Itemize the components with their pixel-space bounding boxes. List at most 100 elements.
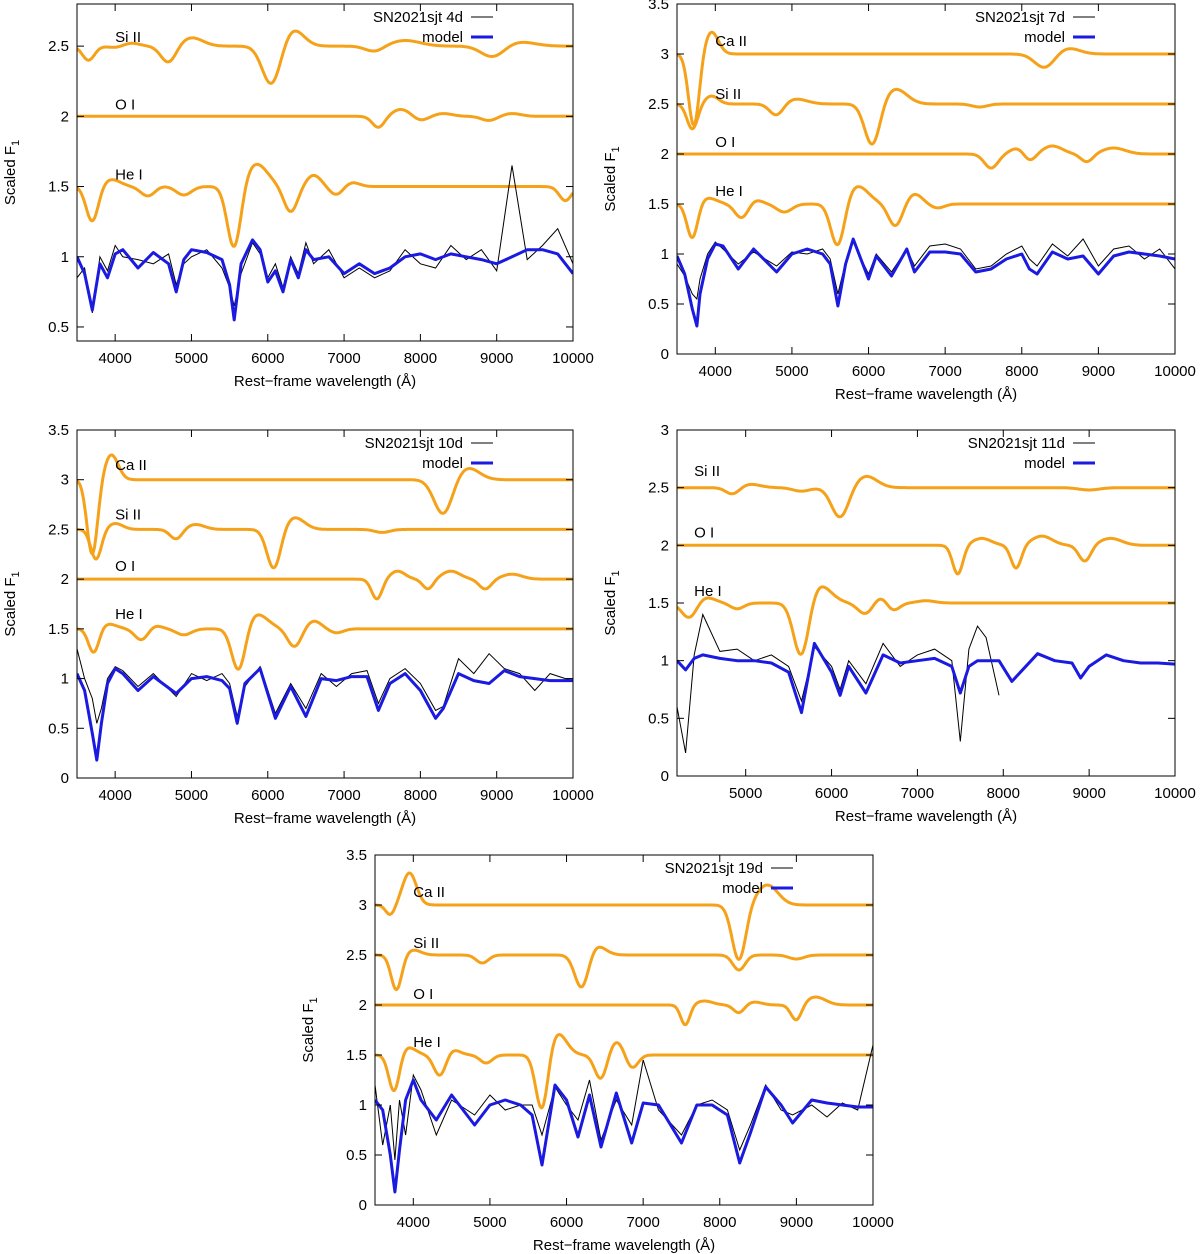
y-axis-label-subscript: 1 [308, 997, 320, 1003]
y-tick-label: 1.5 [648, 196, 669, 213]
observed-spectrum-line [677, 238, 1175, 301]
label-o-i: O I [413, 986, 433, 1003]
label-he-i: He I [115, 606, 143, 623]
component-line-he-i [677, 185, 1175, 247]
legend: SN2021sjt 10d model [365, 435, 493, 472]
plot-area [677, 474, 1175, 753]
y-axis-label: Scaled F1 [300, 997, 320, 1062]
y-axis-label: Scaled F1 [2, 571, 22, 636]
x-tick-label: 5000 [175, 787, 208, 804]
x-tick-label: 8000 [404, 350, 437, 367]
component-line-o-i [77, 569, 573, 601]
y-tick-label: 1.5 [346, 1047, 367, 1064]
x-tick-label: 6000 [815, 785, 848, 802]
x-tick-label: 6000 [550, 1214, 583, 1231]
y-tick-label: 3.5 [648, 0, 669, 13]
x-axis-label: Rest−frame wavelength (Å) [835, 386, 1017, 403]
component-line-ca-ii [677, 30, 1175, 128]
y-axis-label-subscript: 1 [10, 571, 22, 577]
label-si-ii: Si II [715, 86, 741, 103]
x-tick-label: 9000 [480, 787, 513, 804]
label-ca-ii: Ca II [413, 884, 445, 901]
y-tick-label: 1 [61, 671, 69, 688]
y-tick-label: 1 [61, 249, 69, 266]
x-tick-label: 8000 [987, 785, 1020, 802]
label-he-i: He I [715, 183, 743, 200]
y-tick-label: 2.5 [346, 947, 367, 964]
x-axis-label: Rest−frame wavelength (Å) [533, 1237, 715, 1254]
x-tick-label: 4000 [699, 363, 732, 380]
x-tick-label: 10000 [1154, 363, 1196, 380]
x-tick-label: 5000 [175, 350, 208, 367]
y-tick-label: 1.5 [48, 179, 69, 196]
component-line-o-i [677, 144, 1175, 170]
plot-frame [76, 429, 574, 779]
label-o-i: O I [694, 524, 714, 541]
label-o-i: O I [115, 96, 135, 113]
y-tick-label: 2.5 [48, 38, 69, 55]
x-tick-label: 10000 [552, 787, 594, 804]
y-axis-label-subscript: 1 [610, 570, 622, 576]
component-line-he-i [77, 613, 573, 671]
x-tick-label: 10000 [1154, 785, 1196, 802]
y-axis-label: Scaled F1 [602, 146, 622, 211]
legend-observed-label: SN2021sjt 7d [975, 9, 1065, 26]
component-line-he-i [677, 585, 1175, 656]
legend-observed-label: SN2021sjt 4d [373, 9, 463, 26]
model-line [77, 238, 573, 322]
plot-area [375, 871, 873, 1194]
y-tick-label: 0.5 [648, 296, 669, 313]
label-he-i: He I [115, 167, 143, 184]
label-ca-ii: Ca II [715, 33, 747, 50]
component-line-o-i [77, 108, 573, 129]
x-tick-label: 8000 [404, 787, 437, 804]
y-tick-label: 2 [359, 997, 367, 1014]
component-line-si-ii [677, 87, 1175, 146]
observed-spectrum-line [375, 1044, 873, 1161]
component-line-o-i [677, 534, 1175, 576]
y-tick-label: 3 [61, 472, 69, 489]
x-tick-label: 9000 [1082, 363, 1115, 380]
panel-2: 4000 5000 6000 7000 8000 9000 10000 0 0.5 1 1.5 2 2.… [602, 0, 1196, 403]
y-tick-label: 0 [661, 346, 669, 363]
x-tick-label: 10000 [552, 350, 594, 367]
component-line-he-i [375, 1033, 873, 1110]
x-axis-label: Rest−frame wavelength (Å) [835, 808, 1017, 825]
x-axis-label: Rest−frame wavelength (Å) [234, 810, 416, 827]
legend: SN2021sjt 11d model [968, 435, 1095, 472]
y-axis-label: Scaled F1 [2, 140, 22, 205]
x-tick-label: 8000 [703, 1214, 736, 1231]
y-tick-label: 2.5 [648, 480, 669, 497]
y-tick-label: 0.5 [648, 710, 669, 727]
legend-observed-label: SN2021sjt 19d [665, 860, 763, 877]
y-tick-label: 0.5 [346, 1147, 367, 1164]
component-line-ca-ii [375, 871, 873, 962]
x-tick-label: 9000 [780, 1214, 813, 1231]
y-tick-label: 2 [61, 571, 69, 588]
x-tick-label: 8000 [1005, 363, 1038, 380]
component-line-si-ii [77, 29, 573, 85]
legend-model-label: model [422, 455, 463, 472]
x-tick-label: 7000 [901, 785, 934, 802]
model-line [375, 1078, 873, 1194]
x-tick-label: 4000 [98, 350, 131, 367]
y-tick-label: 1 [661, 246, 669, 263]
x-tick-label: 5000 [729, 785, 762, 802]
plot-frame [374, 854, 874, 1206]
y-tick-label: 1.5 [48, 621, 69, 638]
y-tick-label: 3.5 [346, 847, 367, 864]
label-o-i: O I [715, 134, 735, 151]
legend: SN2021sjt 7d model [975, 9, 1095, 46]
x-tick-label: 7000 [928, 363, 961, 380]
label-he-i: He I [413, 1034, 441, 1051]
y-axis-label-subscript: 1 [10, 140, 22, 146]
plot-area [77, 453, 573, 762]
x-tick-label: 7000 [626, 1214, 659, 1231]
y-tick-label: 0 [661, 768, 669, 785]
label-si-ii: Si II [413, 935, 439, 952]
component-line-si-ii [375, 945, 873, 992]
legend-model-label: model [722, 880, 763, 897]
legend: SN2021sjt 4d model [373, 9, 493, 46]
legend-model-label: model [422, 29, 463, 46]
x-tick-label: 10000 [852, 1214, 894, 1231]
